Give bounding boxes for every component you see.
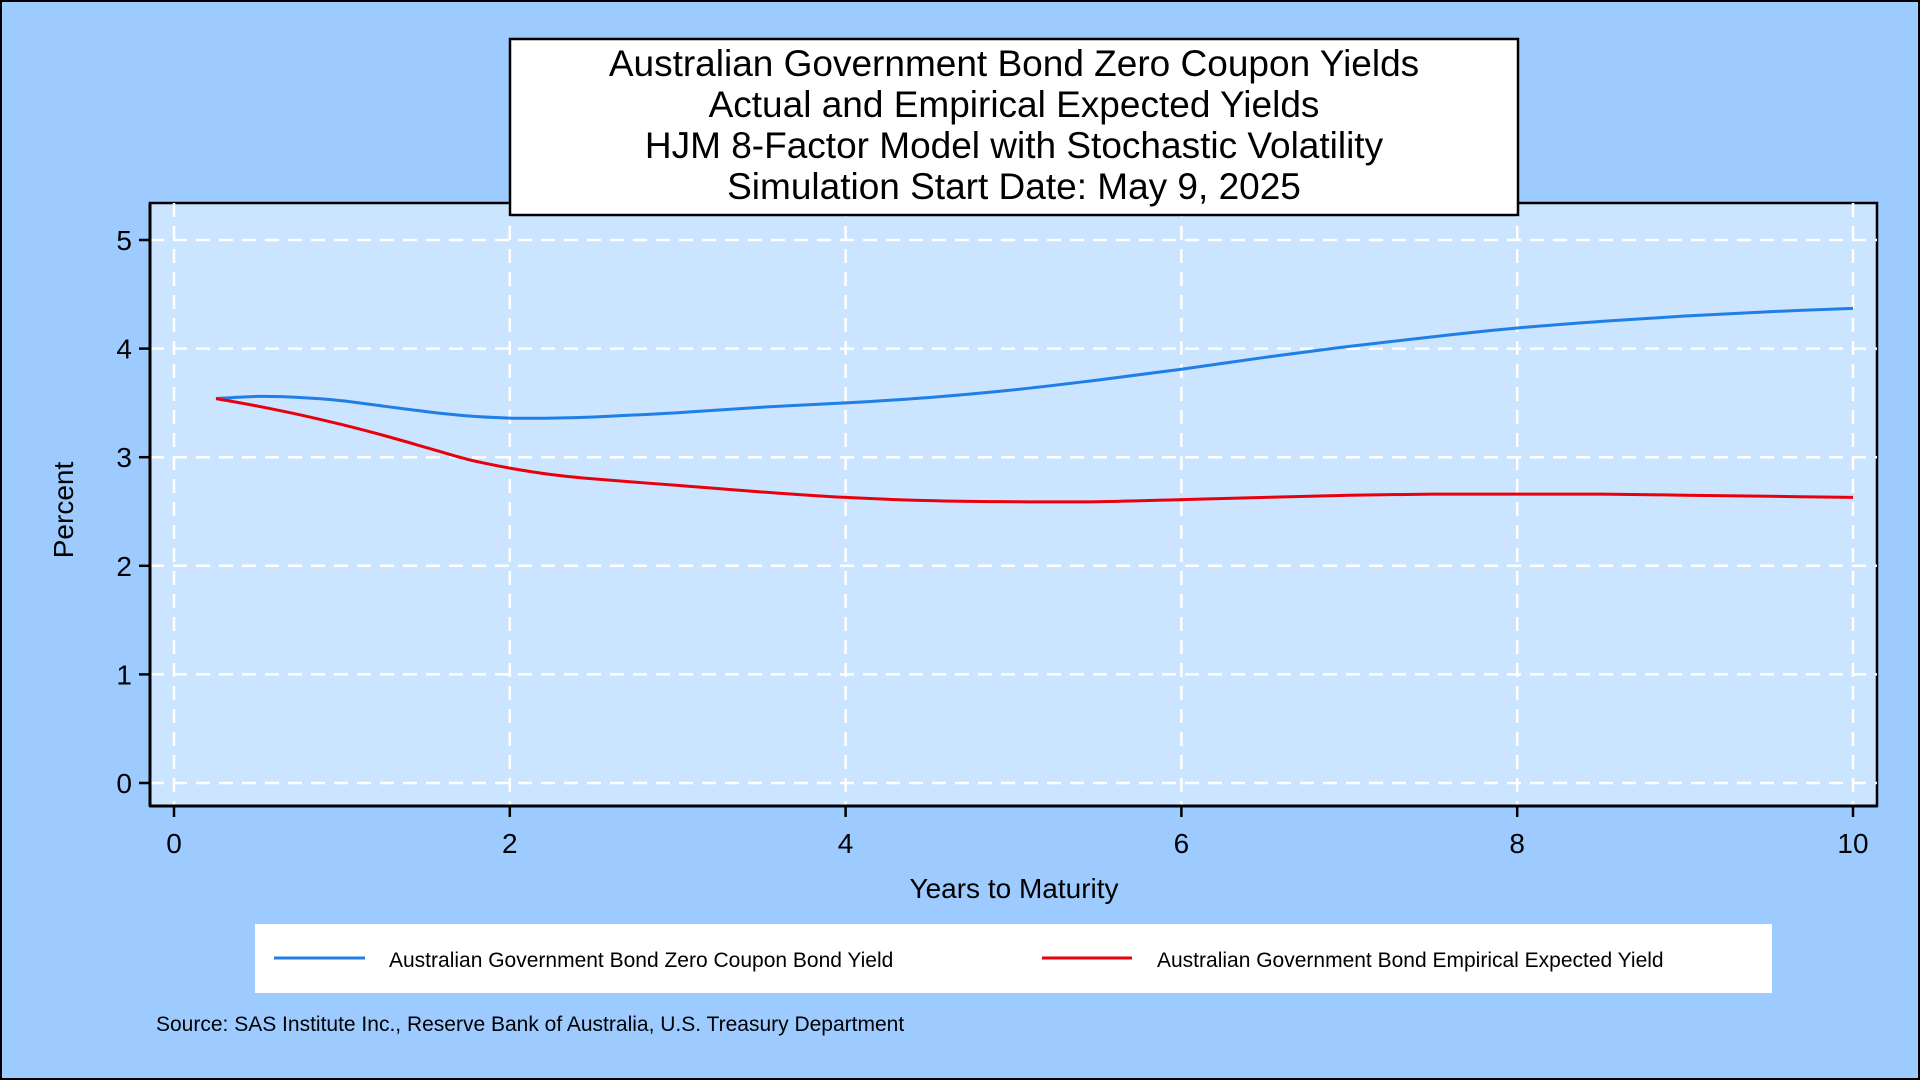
y-tick-label: 1 (116, 659, 132, 690)
x-tick-label: 6 (1174, 828, 1190, 859)
grid-lines (150, 203, 1877, 806)
x-tick-label: 8 (1509, 828, 1525, 859)
plot-area (148, 201, 1879, 808)
series-line-empirical-expected-yield (215, 397, 1854, 504)
x-tick-label: 0 (166, 828, 182, 859)
series-line-zero-coupon-yield (215, 306, 1854, 420)
chart-title-line-2: Actual and Empirical Expected Yields (709, 84, 1320, 125)
legend-box (255, 924, 1772, 993)
legend-label-expected: Australian Government Bond Empirical Exp… (1157, 949, 1664, 972)
source-note: Source: SAS Institute Inc., Reserve Bank… (156, 1013, 904, 1036)
x-tick-label: 4 (838, 828, 854, 859)
x-tick-label: 2 (502, 828, 518, 859)
y-tick-label: 0 (116, 768, 132, 799)
series-lines (215, 306, 1854, 504)
title-box (508, 37, 1520, 217)
y-tick-label: 2 (116, 551, 132, 582)
y-tick-label: 5 (116, 225, 132, 256)
y-axis-label: Percent (48, 462, 79, 559)
y-tick-label: 3 (116, 442, 132, 473)
chart-title-line-3: HJM 8-Factor Model with Stochastic Volat… (645, 125, 1384, 166)
axes: 0 1 2 3 4 5 0 2 4 6 8 10 (116, 203, 1877, 859)
x-axis-label: Years to Maturity (909, 873, 1118, 904)
x-tick-label: 10 (1837, 828, 1868, 859)
legend-label-zero-coupon: Australian Government Bond Zero Coupon B… (389, 949, 893, 972)
chart-title-line-1: Australian Government Bond Zero Coupon Y… (609, 43, 1419, 84)
chart-title-line-4: Simulation Start Date: May 9, 2025 (727, 166, 1301, 207)
y-tick-label: 4 (116, 334, 132, 365)
